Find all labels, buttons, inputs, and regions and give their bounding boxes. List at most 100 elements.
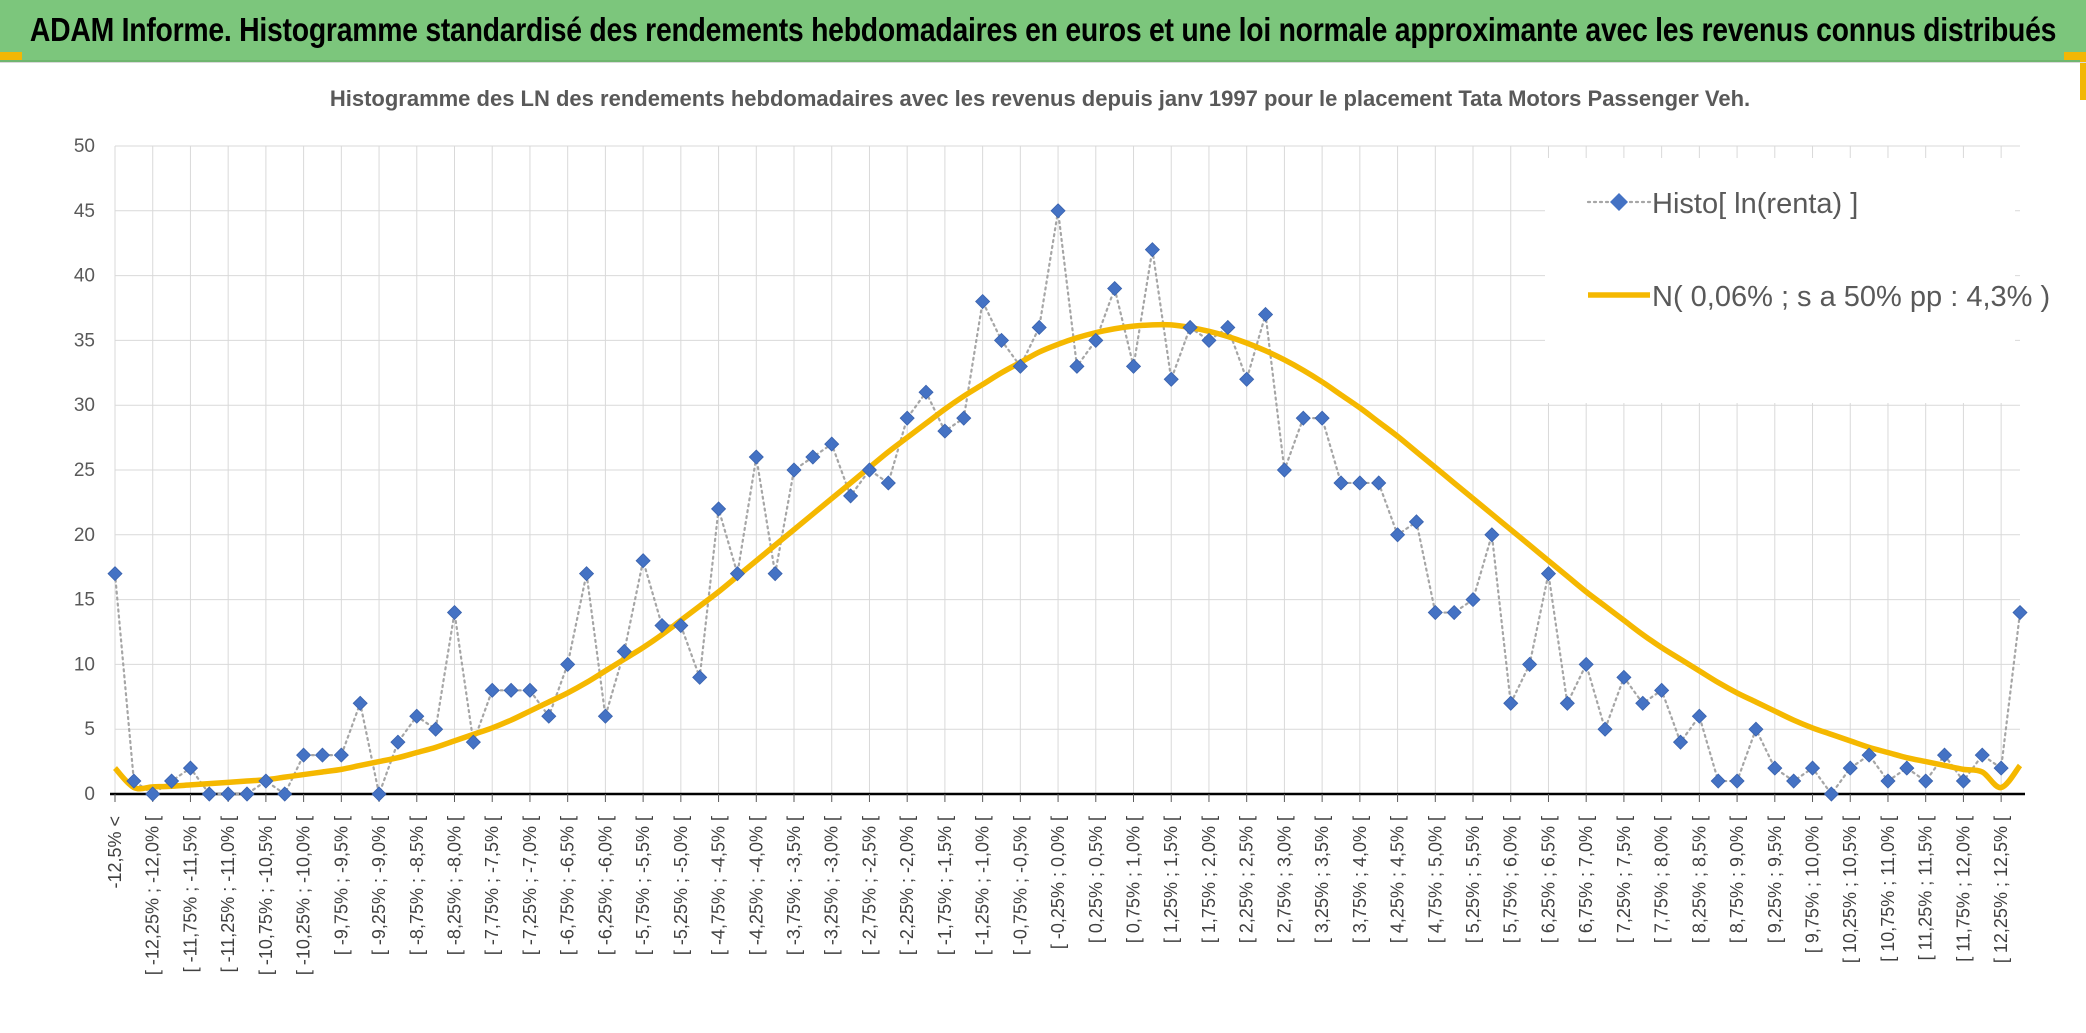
histo-point — [1918, 773, 1934, 789]
y-tick-label: 10 — [74, 654, 95, 675]
histo-point — [1993, 760, 2009, 776]
histo-point — [1295, 410, 1311, 426]
histo-point — [1427, 604, 1443, 621]
histo-point — [975, 293, 991, 310]
histo-point — [937, 423, 953, 439]
histo-point — [1182, 319, 1198, 336]
histo-point — [1635, 695, 1651, 711]
histo-point — [1616, 669, 1632, 685]
histo-point — [1239, 371, 1255, 387]
histo-point — [729, 566, 745, 582]
x-tick-label: [ 6,25% ; 6,5% [ — [1538, 816, 1558, 943]
histo-point — [1333, 475, 1349, 491]
y-tick-label: 50 — [74, 136, 95, 157]
histo-point — [1729, 773, 1745, 789]
x-tick-label: [ 8,75% ; 9,0% [ — [1727, 816, 1747, 943]
histo-point — [710, 501, 727, 517]
histo-point — [1371, 475, 1387, 491]
histo-point — [956, 410, 972, 426]
histo-point — [1672, 734, 1689, 750]
histo-point — [748, 449, 764, 465]
x-tick-label: [ -9,75% ; -9,5% [ — [331, 816, 351, 955]
histo-point — [503, 682, 519, 698]
y-tick-label: 25 — [74, 460, 95, 481]
x-tick-label: [ 10,75% ; 11,0% [ — [1878, 816, 1898, 962]
x-axis: -12,5% < [ -12,25% ; -12,0% [[ -11,75% ; … — [105, 794, 2011, 975]
y-tick-label: 15 — [74, 590, 95, 611]
histo-point — [390, 734, 406, 750]
histo-point — [993, 332, 1010, 348]
histo-point — [1276, 462, 1292, 478]
chart-area: Histogramme des LN des rendements hebdom… — [0, 62, 2086, 1033]
histo-point — [1578, 656, 1594, 672]
histo-point — [824, 436, 840, 452]
histo-point — [1201, 332, 1217, 348]
histo-point — [1484, 527, 1500, 543]
histo-point — [861, 462, 878, 478]
histo-point — [1220, 319, 1236, 336]
y-tick-label: 35 — [74, 330, 95, 351]
histo-point — [616, 643, 632, 660]
x-tick-label: [ -1,25% ; -1,0% [ — [973, 816, 993, 955]
x-tick-label: [ 0,75% ; 1,0% [ — [1124, 816, 1144, 943]
histo-point — [1691, 708, 1707, 724]
histo-point — [371, 786, 387, 802]
histo-point — [880, 475, 896, 491]
x-tick-label: [ -3,75% ; -3,5% [ — [784, 816, 804, 955]
x-tick-label: [ 10,25% ; 10,5% [ — [1840, 816, 1860, 963]
x-tick-label: [ -7,75% ; -7,5% [ — [482, 816, 502, 955]
x-tick-label: [ 12,25% ; 12,5% [ — [1991, 816, 2011, 963]
x-tick-label: [ 9,25% ; 9,5% [ — [1765, 816, 1785, 943]
histo-point — [1144, 242, 1160, 258]
histo-point — [654, 617, 670, 634]
histo-point — [409, 708, 425, 724]
histo-point — [428, 721, 444, 737]
histo-point — [1540, 566, 1557, 582]
histo-point — [1559, 695, 1575, 711]
histo-point — [201, 786, 217, 802]
y-tick-label: 30 — [74, 395, 95, 416]
histo-point — [126, 773, 142, 789]
y-tick-label: 5 — [84, 719, 95, 740]
histo-point — [1446, 604, 1462, 621]
histo-point — [1088, 332, 1104, 348]
x-tick-label: [ 4,25% ; 4,5% [ — [1388, 816, 1408, 943]
legend-histo-marker — [1610, 193, 1628, 211]
histo-point — [465, 734, 481, 750]
x-tick-label: [ -5,25% ; -5,0% [ — [671, 816, 691, 955]
histo-point — [899, 410, 915, 426]
histo-point — [145, 786, 161, 802]
x-tick-label: [ -5,75% ; -5,5% [ — [633, 816, 653, 955]
histo-point — [333, 747, 349, 763]
x-tick-label: [ -0,25% ; 0,0% [ — [1048, 816, 1068, 949]
x-tick-label: [ -0,75% ; -0,5% [ — [1010, 816, 1030, 955]
legend-normal-label: N( 0,06% ; s a 50% pp : 4,3% ) — [1652, 281, 2050, 313]
histo-point — [1842, 760, 1858, 776]
x-tick-label: [ 2,25% ; 2,5% [ — [1237, 816, 1257, 943]
accent-bar-right — [2080, 60, 2086, 100]
histo-point — [1012, 358, 1028, 374]
histo-point — [635, 553, 651, 569]
x-tick-label: [ 3,75% ; 4,0% [ — [1350, 816, 1370, 943]
histo-point — [258, 773, 274, 789]
x-tick-label: [ -11,25% ; -11,0% [ — [218, 816, 238, 972]
series-layer — [107, 203, 2028, 802]
histo-point — [296, 747, 312, 763]
y-tick-label: 45 — [74, 201, 95, 222]
x-tick-label: [ 1,25% ; 1,5% [ — [1161, 816, 1181, 943]
histo-point — [1936, 747, 1953, 763]
x-tick-label: [ 0,25% ; 0,5% [ — [1086, 816, 1106, 943]
chart-title: Histogramme des LN des rendements hebdom… — [330, 86, 1750, 111]
histo-point — [2012, 604, 2028, 621]
x-tick-label: [ -2,75% ; -2,5% [ — [859, 816, 879, 955]
histo-point — [239, 786, 255, 802]
legend-histo-label: Histo[ ln(renta) ] — [1652, 188, 1858, 220]
histo-point — [597, 708, 613, 724]
histo-point — [578, 566, 595, 582]
histo-point — [786, 462, 802, 478]
chart-grid — [114, 145, 2020, 794]
histo-point — [1390, 527, 1406, 543]
histo-point — [1522, 656, 1538, 672]
x-tick-label: [ 6,75% ; 7,0% [ — [1576, 816, 1596, 943]
histo-point — [1786, 773, 1802, 789]
